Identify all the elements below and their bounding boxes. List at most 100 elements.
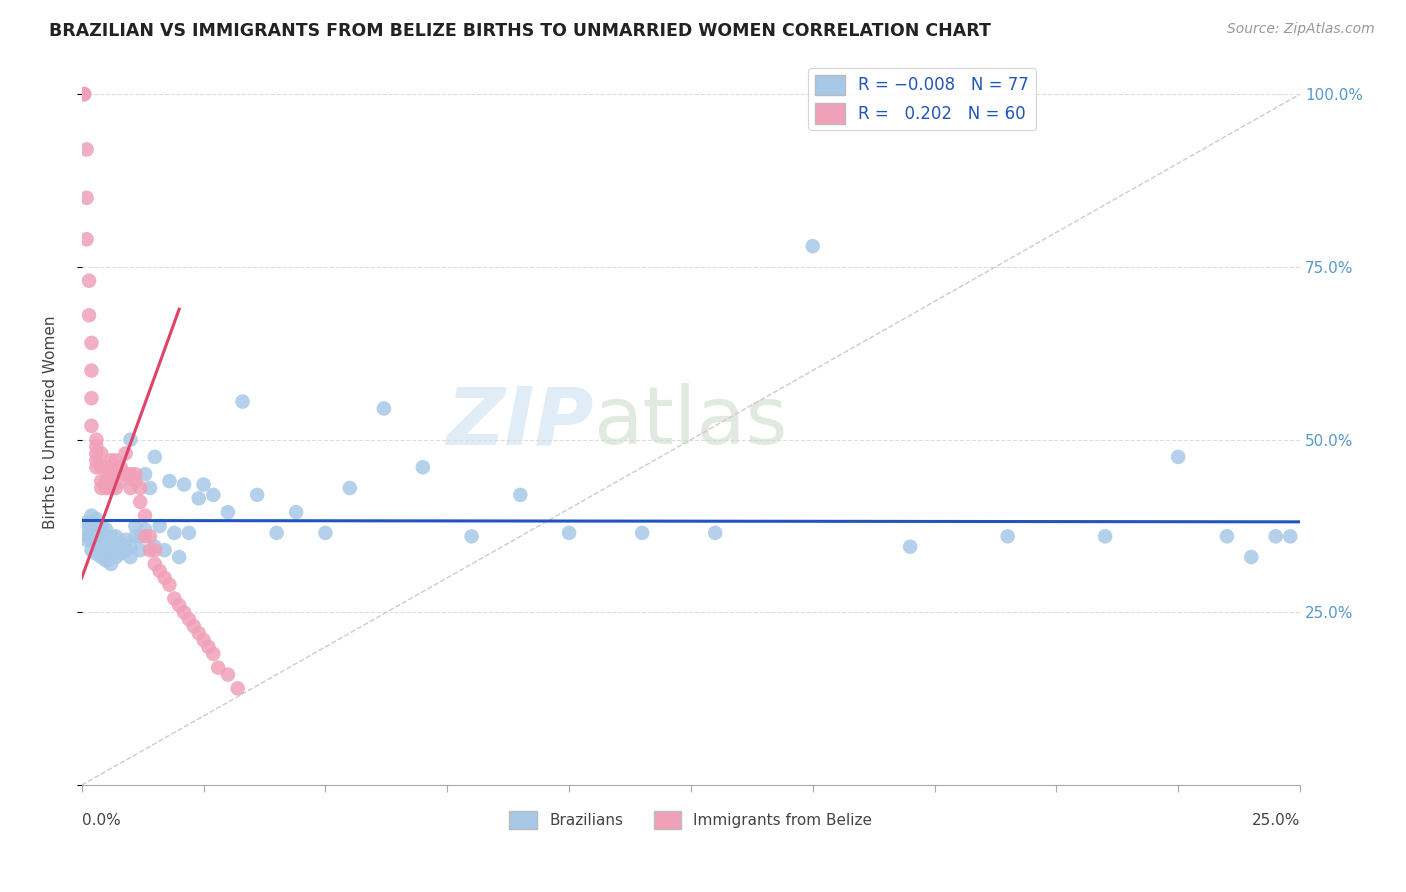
Point	[104, 550, 127, 565]
Point	[1167, 450, 1189, 464]
Point	[207, 660, 229, 674]
Point	[159, 474, 181, 488]
Point	[558, 525, 581, 540]
Point	[80, 543, 103, 558]
Point	[94, 543, 117, 558]
Point	[86, 512, 108, 526]
Point	[90, 474, 112, 488]
Point	[86, 536, 108, 550]
Point	[134, 508, 156, 523]
Point	[114, 446, 136, 460]
Point	[80, 508, 103, 523]
Point	[173, 605, 195, 619]
Point	[86, 446, 108, 460]
Point	[86, 547, 108, 561]
Point	[110, 474, 132, 488]
Point	[114, 467, 136, 482]
Point	[143, 557, 166, 571]
Point	[120, 550, 142, 565]
Text: ZIP: ZIP	[446, 384, 593, 461]
Point	[412, 460, 434, 475]
Point	[120, 467, 142, 482]
Point	[94, 553, 117, 567]
Point	[104, 467, 127, 482]
Point	[94, 533, 117, 547]
Point	[114, 533, 136, 547]
Point	[90, 460, 112, 475]
Point	[94, 460, 117, 475]
Point	[460, 529, 482, 543]
Point	[129, 495, 152, 509]
Text: 0.0%: 0.0%	[82, 813, 121, 828]
Point	[339, 481, 361, 495]
Point	[193, 477, 215, 491]
Point	[373, 401, 395, 416]
Point	[149, 564, 172, 578]
Point	[76, 533, 98, 547]
Point	[94, 474, 117, 488]
Point	[177, 612, 200, 626]
Point	[266, 525, 288, 540]
Point	[143, 450, 166, 464]
Point	[77, 274, 100, 288]
Point	[1094, 529, 1116, 543]
Point	[110, 460, 132, 475]
Point	[76, 191, 98, 205]
Point	[124, 519, 146, 533]
Point	[129, 481, 152, 495]
Point	[80, 418, 103, 433]
Point	[90, 529, 112, 543]
Point	[86, 433, 108, 447]
Point	[110, 547, 132, 561]
Point	[86, 523, 108, 537]
Point	[143, 543, 166, 558]
Point	[80, 391, 103, 405]
Point	[76, 523, 98, 537]
Point	[139, 543, 162, 558]
Point	[120, 433, 142, 447]
Point	[149, 519, 172, 533]
Point	[124, 467, 146, 482]
Point	[124, 529, 146, 543]
Point	[631, 525, 654, 540]
Point	[76, 529, 98, 543]
Point	[202, 647, 225, 661]
Point	[100, 467, 122, 482]
Point	[193, 632, 215, 647]
Point	[217, 505, 239, 519]
Point	[104, 481, 127, 495]
Point	[100, 543, 122, 558]
Point	[285, 505, 308, 519]
Point	[100, 453, 122, 467]
Point	[104, 529, 127, 543]
Point	[163, 591, 186, 606]
Point	[120, 540, 142, 554]
Point	[86, 460, 108, 475]
Point	[1279, 529, 1302, 543]
Point	[100, 529, 122, 543]
Point	[90, 550, 112, 565]
Point	[94, 481, 117, 495]
Point	[90, 481, 112, 495]
Point	[134, 523, 156, 537]
Point	[104, 453, 127, 467]
Point	[1216, 529, 1239, 543]
Point	[197, 640, 219, 654]
Text: BRAZILIAN VS IMMIGRANTS FROM BELIZE BIRTHS TO UNMARRIED WOMEN CORRELATION CHART: BRAZILIAN VS IMMIGRANTS FROM BELIZE BIRT…	[49, 22, 991, 40]
Text: atlas: atlas	[593, 384, 787, 461]
Point	[76, 232, 98, 246]
Point	[129, 543, 152, 558]
Point	[704, 525, 727, 540]
Point	[997, 529, 1019, 543]
Point	[90, 519, 112, 533]
Point	[139, 481, 162, 495]
Point	[167, 550, 190, 565]
Point	[94, 523, 117, 537]
Point	[73, 87, 96, 102]
Point	[226, 681, 249, 696]
Point	[120, 481, 142, 495]
Point	[100, 481, 122, 495]
Point	[73, 87, 96, 102]
Point	[76, 143, 98, 157]
Point	[76, 516, 98, 530]
